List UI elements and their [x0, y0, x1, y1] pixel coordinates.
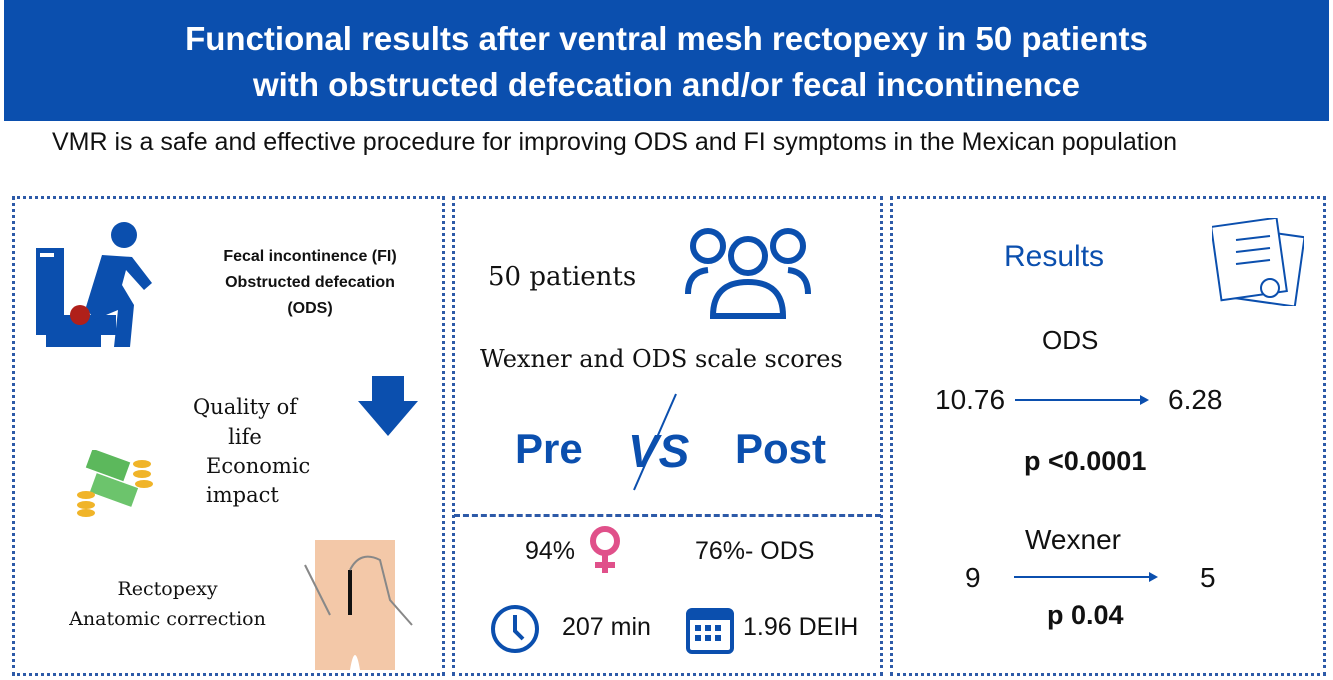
wexner-label: Wexner [1025, 524, 1121, 555]
post-label: Post [735, 425, 827, 472]
hospital-stay: 1.96 DEIH [743, 613, 859, 641]
rectopexy-line-2: Anatomic correction [69, 608, 266, 630]
wexner-p-value: p 0.04 [1047, 600, 1124, 630]
female-icon [590, 526, 620, 573]
title-line-2: with obstructed defecation and/or fecal … [253, 66, 1080, 103]
qol-line-2: life [228, 425, 262, 449]
ods-label: ODS [1042, 325, 1099, 355]
rectopexy-text: Rectopexy Anatomic correction [60, 574, 275, 634]
conditions-text: Fecal incontinence (FI) Obstructed defec… [195, 244, 425, 322]
title-line-1: Functional results after ventral mesh re… [185, 20, 1148, 57]
female-percent: 94% [525, 537, 576, 565]
vs-slash [633, 393, 677, 491]
calendar-icon [686, 608, 734, 654]
ods-post-value: 6.28 [1168, 384, 1223, 415]
abdomen-surgery-icon [304, 540, 413, 670]
pre-label: Pre [515, 425, 583, 472]
subtitle: VMR is a safe and effective procedure fo… [52, 128, 1178, 156]
ods-arrow [1015, 395, 1149, 405]
toilet-person-icon [36, 222, 152, 347]
rectopexy-line-1: Rectopexy [117, 578, 218, 600]
condition-ods: Obstructed defecation [225, 274, 395, 291]
condition-ods-abbr: (ODS) [287, 300, 333, 317]
condition-fi: Fecal incontinence (FI) [223, 248, 397, 265]
operative-time: 207 min [562, 613, 651, 641]
right-panel [890, 196, 1326, 676]
group-people-icon [685, 228, 811, 319]
checklist-icon [1212, 218, 1304, 306]
ods-p-value: p <0.0001 [1024, 446, 1147, 476]
qol-line-1: Quality of [192, 395, 298, 419]
wexner-arrow [1014, 572, 1158, 582]
ods-pre-value: 10.76 [935, 384, 1006, 415]
left-panel [12, 196, 445, 676]
econ-line-2: impact [206, 483, 279, 507]
economic-impact: Economic impact [206, 452, 310, 510]
title-banner: Functional results after ventral mesh re… [4, 0, 1329, 121]
wexner-pre-value: 9 [965, 562, 981, 593]
econ-line-1: Economic [206, 454, 311, 478]
quality-of-life: Quality of life [185, 392, 305, 452]
scale-scores: Wexner and ODS scale scores [480, 345, 843, 373]
clock-icon [491, 605, 539, 653]
patients-count: 50 patients [488, 262, 637, 292]
middle-panel [452, 196, 883, 676]
ods-percent: 76%- ODS [695, 537, 815, 565]
down-arrow-icon [358, 376, 418, 436]
wexner-post-value: 5 [1200, 562, 1216, 593]
results-heading: Results [1004, 240, 1105, 273]
middle-divider [454, 514, 881, 517]
money-icon [77, 450, 153, 517]
